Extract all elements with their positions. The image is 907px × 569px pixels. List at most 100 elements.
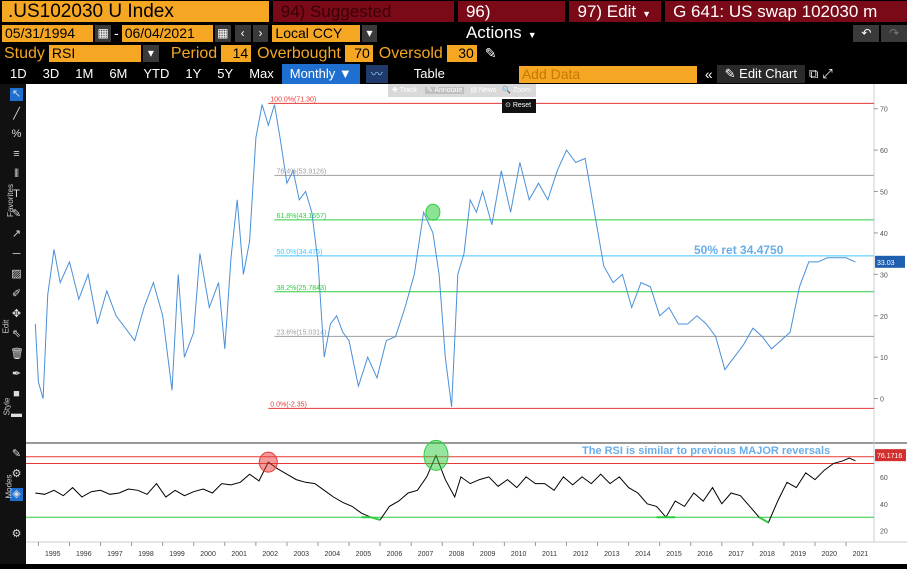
- header-bar: .US102030 U Index 94) Suggested Charts 9…: [0, 0, 907, 42]
- settings-icon[interactable]: ⧉: [808, 66, 819, 81]
- chevron-left-icon[interactable]: ‹: [234, 24, 251, 42]
- frequency-select[interactable]: Monthly ▼: [281, 64, 360, 84]
- add-data-input[interactable]: Add Data: [518, 65, 697, 83]
- last-value-tag: [875, 255, 905, 268]
- fib-level-label: 38.2%(25.7843): [276, 285, 326, 292]
- fib-level-label: 100.0%(71.30): [270, 96, 316, 103]
- x-tick-label: 2019: [790, 551, 806, 558]
- overbought-input[interactable]: 70: [344, 45, 373, 62]
- news-label: News: [478, 87, 497, 94]
- rsi-last-value-label: 76.1716: [877, 453, 902, 460]
- oversold-input[interactable]: 30: [446, 45, 477, 62]
- dropdown-icon[interactable]: ▾: [142, 45, 159, 62]
- redo-icon[interactable]: ↷: [881, 24, 907, 42]
- x-tick-label: 1998: [138, 551, 154, 558]
- rsi-peak-2002-circle: [258, 451, 278, 473]
- pen-style-icon[interactable]: ✒: [11, 368, 22, 380]
- select-icon[interactable]: ⇖: [11, 328, 22, 340]
- currency-select[interactable]: Local CCY: [272, 24, 360, 42]
- ticker-field[interactable]: .US102030 U Index: [2, 1, 269, 22]
- x-tick-label: 1997: [107, 551, 123, 558]
- x-tick-label: 2009: [480, 551, 496, 558]
- chart-annotation: 50% ret 34.4750: [694, 243, 784, 257]
- percent-tool-icon[interactable]: %: [11, 128, 22, 140]
- gear-icon[interactable]: ⚙: [11, 528, 22, 540]
- palette-icon[interactable]: ◈: [10, 488, 23, 501]
- collapse-icon[interactable]: «: [704, 66, 713, 82]
- move-icon[interactable]: ✥: [11, 308, 22, 320]
- peak-highlight-circle: [425, 203, 441, 221]
- chart-area[interactable]: 100.0%(71.30) 76.4%(53.9126) 61.8%(43.1657…: [26, 84, 907, 564]
- x-tick-label: 2002: [262, 551, 278, 558]
- annotate-button[interactable]: ✎ Annotate: [424, 87, 465, 94]
- edit-chart-label: Edit Chart: [739, 66, 797, 81]
- table-button[interactable]: Table: [413, 66, 445, 81]
- brush-icon[interactable]: ✎: [11, 208, 22, 220]
- text-tool-icon[interactable]: T: [13, 188, 20, 200]
- line-style-icon[interactable]: ▬: [11, 408, 22, 420]
- modes-section-label: Modes: [4, 474, 14, 499]
- period-button-3d[interactable]: 3D: [42, 66, 60, 81]
- left-toolbar: ↖ ╱ % ≡ ⫴ T ✎ ↗ ─ ▨ ✐ ✥ ⇖ 🗑 ✒ ■ ▬ ✎ ⚙ ◈ …: [0, 84, 26, 564]
- actions-menu[interactable]: 96) Actions ▼: [457, 1, 566, 42]
- period-buttons: 1D 3D 1M 6M YTD 1Y 5Y Max: [2, 64, 282, 84]
- start-date-input[interactable]: 05/31/1994: [2, 24, 94, 42]
- trash-icon[interactable]: 🗑: [10, 348, 24, 360]
- x-tick-label: 2011: [542, 551, 557, 558]
- calendar-icon[interactable]: ▦: [214, 24, 231, 42]
- period-button-1d[interactable]: 1D: [10, 66, 27, 81]
- period-bar: 1D 3D 1M 6M YTD 1Y 5Y Max Monthly ▼ 〰 Table Add…: [0, 64, 907, 84]
- fib-level-label: 61.8%(43.1657): [276, 213, 326, 220]
- zoom-label: Zoom: [513, 87, 531, 94]
- period-button-ytd[interactable]: YTD: [143, 66, 170, 81]
- fill-style-icon[interactable]: ■: [13, 388, 20, 400]
- chevron-right-icon[interactable]: ›: [252, 24, 269, 42]
- channel-tool-icon[interactable]: ⫴: [14, 168, 19, 180]
- period-button-max[interactable]: Max: [249, 66, 274, 81]
- hline-tool-icon[interactable]: ─: [12, 248, 21, 260]
- study-select[interactable]: RSI: [48, 45, 141, 62]
- mode-icon[interactable]: ⚙: [11, 468, 22, 480]
- study-label: Study: [4, 44, 45, 62]
- x-tick-label: 2005: [356, 551, 372, 558]
- dropdown-icon[interactable]: ▾: [361, 24, 378, 42]
- pencil-mode-icon[interactable]: ✎: [11, 448, 22, 460]
- zoom-button[interactable]: 🔍 Zoom: [502, 87, 531, 94]
- period-button-6m[interactable]: 6M: [109, 66, 128, 81]
- end-date-input[interactable]: 06/04/2021: [121, 24, 213, 42]
- x-tick-label: 2015: [666, 551, 682, 558]
- period-button-1m[interactable]: 1M: [75, 66, 94, 81]
- fib-tool-icon[interactable]: ≡: [13, 148, 20, 160]
- fib-level-label: 76.4%(53.9126): [276, 168, 326, 175]
- pencil-icon[interactable]: ✎: [484, 45, 497, 61]
- actions-label: 96) Actions: [465, 2, 522, 42]
- undo-icon[interactable]: ↶: [853, 24, 880, 42]
- arrow-tool-icon[interactable]: ↗: [11, 228, 22, 240]
- draw-tool-icon[interactable]: ✐: [11, 288, 22, 300]
- annotate-label: Annotate: [434, 87, 463, 94]
- calendar-icon[interactable]: ▦: [95, 24, 112, 42]
- chart-svg[interactable]: 100.0%(71.30) 76.4%(53.9126) 61.8%(43.1657…: [26, 84, 907, 564]
- x-tick-label: 2012: [573, 551, 589, 558]
- hatch-tool-icon[interactable]: ▨: [11, 268, 22, 280]
- reset-button[interactable]: ⊙ Reset: [502, 99, 536, 113]
- expand-icon[interactable]: ⤢: [822, 66, 833, 81]
- style-section-label: Style: [2, 397, 12, 416]
- track-button[interactable]: ✚ Track: [392, 87, 417, 94]
- frequency-label: Monthly: [289, 66, 336, 81]
- suggested-charts-button[interactable]: 94) Suggested Charts: [272, 1, 454, 42]
- line-tool-icon[interactable]: ╱: [13, 108, 20, 120]
- y-tick-label: 60: [880, 148, 888, 155]
- caret-down-icon: ▼: [527, 30, 537, 40]
- edit-menu[interactable]: 97) Edit ▼: [569, 1, 662, 22]
- cursor-icon[interactable]: ↖: [10, 88, 23, 101]
- edit-chart-button[interactable]: ✎ Edit Chart: [716, 65, 805, 83]
- x-tick-label: 1995: [45, 551, 61, 558]
- news-button[interactable]: ▤ News: [470, 87, 497, 94]
- period-button-1y[interactable]: 1Y: [185, 66, 202, 81]
- x-tick-label: 2018: [759, 551, 775, 558]
- caret-down-icon: ▼: [642, 9, 651, 19]
- period-button-5y[interactable]: 5Y: [217, 66, 234, 81]
- chart-type-icon[interactable]: 〰: [365, 65, 388, 83]
- period-input[interactable]: 14: [221, 45, 252, 62]
